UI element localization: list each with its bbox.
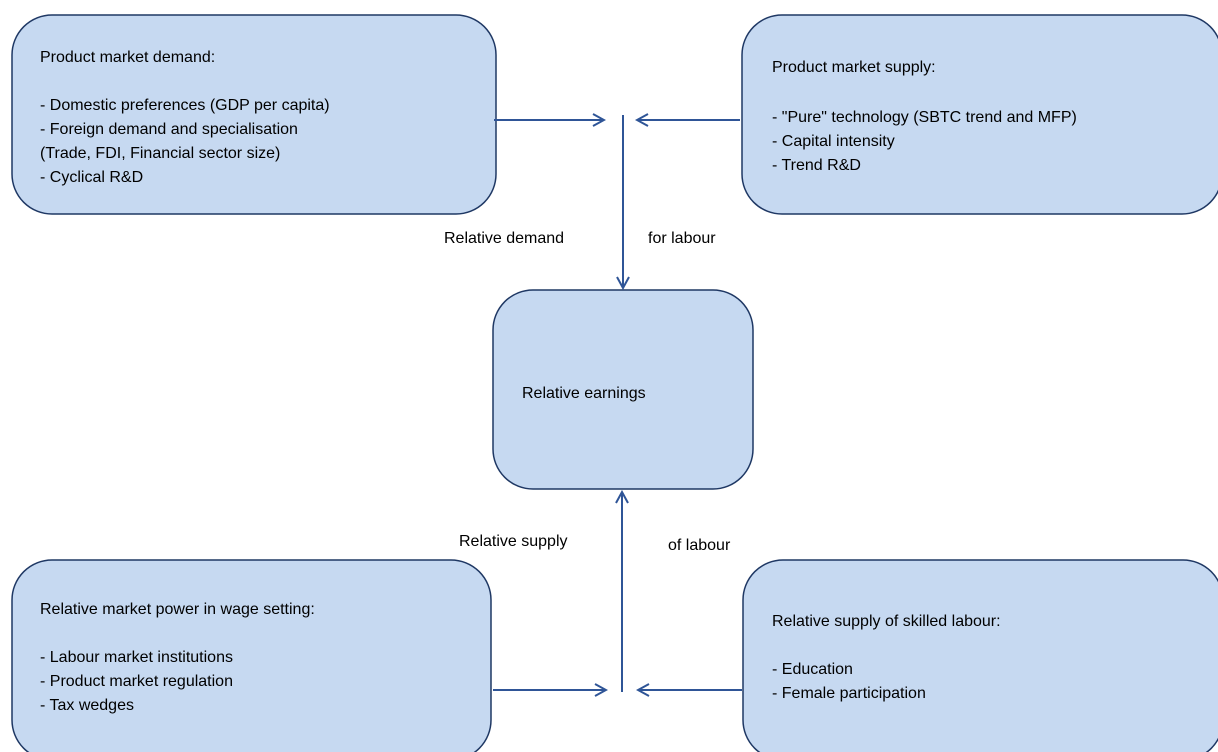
node-item: - Education (772, 661, 853, 678)
node-item: - Cyclical R&D (40, 169, 143, 186)
node-label: Product market supply: (772, 59, 936, 76)
edge-label: for labour (648, 230, 716, 247)
node-item: - Tax wedges (40, 697, 134, 714)
node-label: Relative market power in wage setting: (40, 601, 315, 618)
node-box (492, 289, 754, 490)
node-item: - Labour market institutions (40, 649, 233, 666)
edge-label: Relative supply (459, 533, 568, 550)
node-item: - Domestic preferences (GDP per capita) (40, 97, 330, 114)
node-item: (Trade, FDI, Financial sector size) (40, 145, 280, 162)
node-label: Relative supply of skilled labour: (772, 613, 1001, 630)
node-box (741, 14, 1218, 215)
node-box (742, 559, 1218, 752)
edge-label: Relative demand (444, 230, 564, 247)
node-item: - Foreign demand and specialisation (40, 121, 298, 138)
node-box (11, 14, 497, 215)
node-box (11, 559, 492, 752)
node-item: - Product market regulation (40, 673, 233, 690)
node-label: Relative earnings (522, 385, 646, 402)
node-item: - Female participation (772, 685, 926, 702)
edge-label: of labour (668, 537, 731, 554)
node-item: - Trend R&D (772, 157, 861, 174)
node-item: - "Pure" technology (SBTC trend and MFP) (772, 109, 1077, 126)
node-label: Product market demand: (40, 49, 215, 66)
node-item: - Capital intensity (772, 133, 895, 150)
